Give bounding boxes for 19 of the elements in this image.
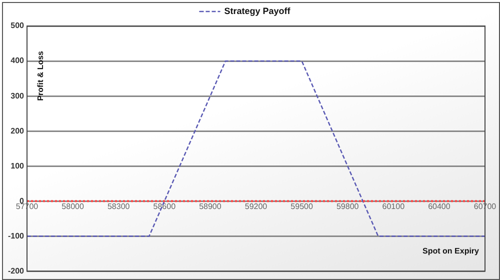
y-tick-label: 100 <box>10 161 25 170</box>
y-tick-label: 300 <box>10 91 25 100</box>
x-tick-label: 59500 <box>290 202 314 212</box>
y-tick-label: -100 <box>8 231 25 240</box>
y-tick-label: 200 <box>10 126 25 136</box>
x-tick-label: 59200 <box>244 202 268 212</box>
x-axis-title: Spot on Expiry <box>422 246 480 256</box>
x-tick-label: 60400 <box>428 202 451 212</box>
y-axis-title: Profit & Loss <box>36 50 46 101</box>
y-tick-label: 400 <box>10 56 25 66</box>
legend-label: Strategy Payoff <box>224 6 292 16</box>
y-tick-label: -200 <box>8 266 25 276</box>
x-tick-label: 58000 <box>62 202 84 212</box>
x-tick-label: 59800 <box>336 202 360 212</box>
y-tick-label: 500 <box>10 21 25 30</box>
x-tick-label: 58900 <box>199 202 222 212</box>
x-tick-label: 58300 <box>107 202 130 212</box>
x-tick-label: 60100 <box>382 202 406 212</box>
x-tick-label: 58600 <box>153 202 176 212</box>
